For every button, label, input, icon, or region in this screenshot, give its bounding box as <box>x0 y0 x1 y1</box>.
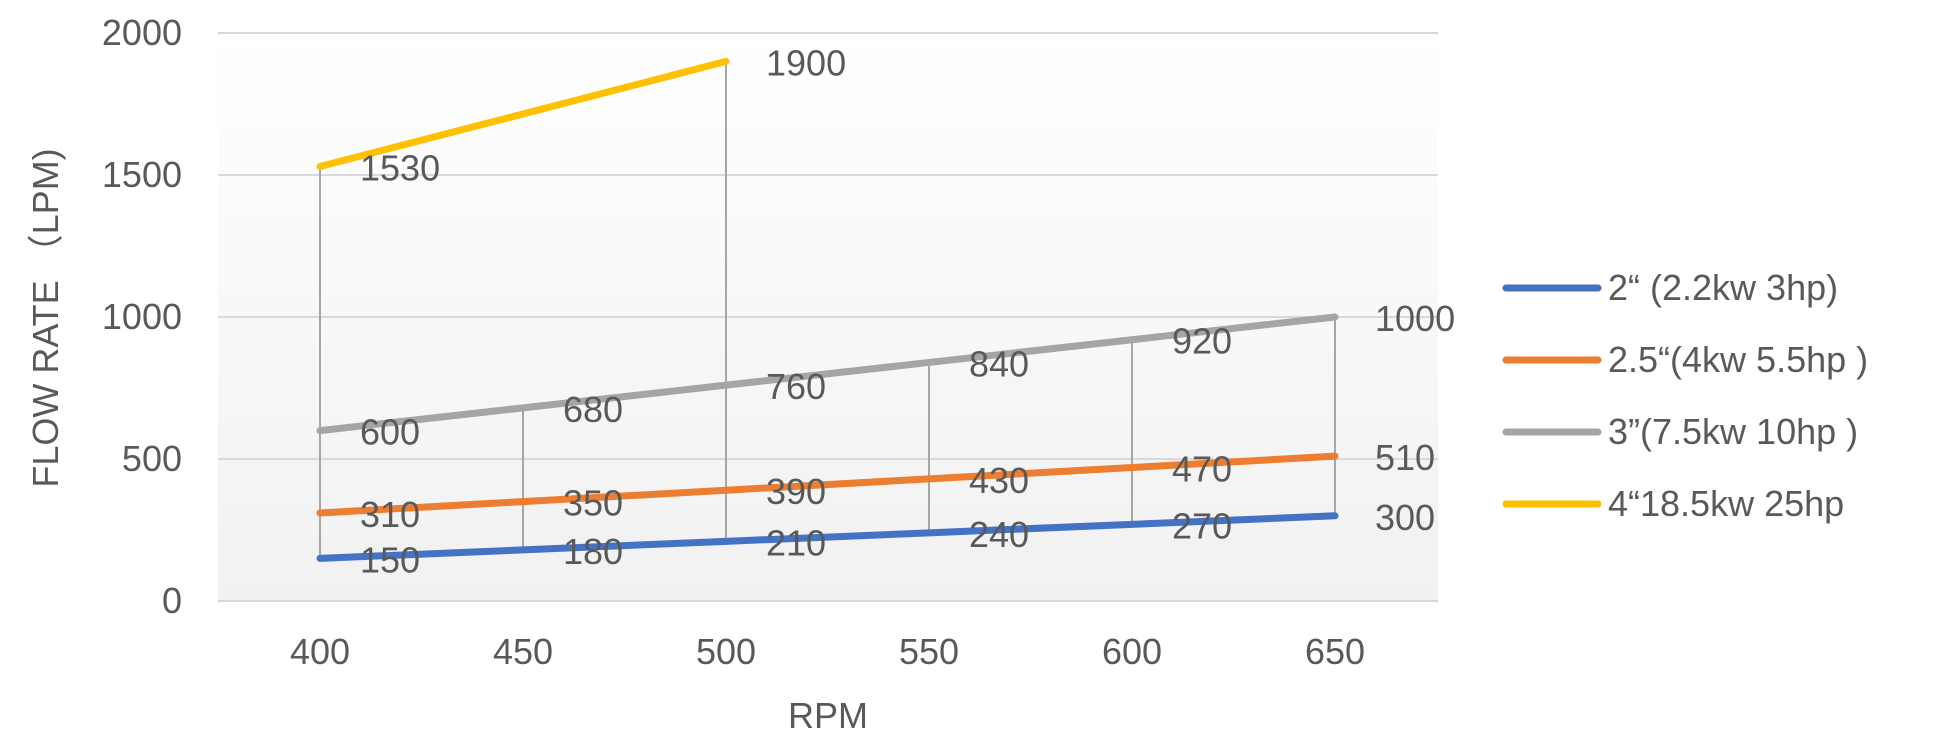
drop-lines <box>319 61 1336 559</box>
gridlines <box>218 32 1438 602</box>
data-label: 150 <box>360 539 420 580</box>
legend-label-3: 3”(7.5kw 10hp ) <box>1608 411 1858 452</box>
legend-label-1: 2“ (2.2kw 3hp) <box>1608 267 1838 308</box>
x-axis-ticks: 400 450 500 550 600 650 <box>290 631 1365 672</box>
legend: 2“ (2.2kw 3hp) 2.5“(4kw 5.5hp ) 3”(7.5kw 1… <box>1502 267 1868 524</box>
legend-label-2: 2.5“(4kw 5.5hp ) <box>1608 339 1868 380</box>
data-label: 300 <box>1375 497 1435 538</box>
x-tick-label: 500 <box>696 631 756 672</box>
series-line-2 <box>316 452 1339 517</box>
data-label: 600 <box>360 412 420 453</box>
data-label: 1530 <box>360 147 440 188</box>
y-tick-label: 500 <box>122 438 182 479</box>
data-label: 180 <box>563 531 623 572</box>
y-axis-title: FLOW RATE （LPM) <box>25 148 66 487</box>
series-line-1 <box>316 512 1339 562</box>
legend-label-4: 4“18.5kw 25hp <box>1608 483 1844 524</box>
x-tick-label: 450 <box>493 631 553 672</box>
series-line-3 <box>316 313 1339 435</box>
y-tick-label: 2000 <box>102 12 182 53</box>
series-line-4 <box>316 57 730 170</box>
data-label: 430 <box>969 460 1029 501</box>
x-tick-label: 400 <box>290 631 350 672</box>
x-tick-label: 600 <box>1102 631 1162 672</box>
data-label: 1900 <box>766 42 846 83</box>
data-label: 390 <box>766 471 826 512</box>
y-tick-label: 1000 <box>102 296 182 337</box>
y-tick-label: 0 <box>162 580 182 621</box>
x-tick-label: 650 <box>1305 631 1365 672</box>
data-label: 310 <box>360 494 420 535</box>
data-label: 470 <box>1172 449 1232 490</box>
y-axis-ticks: 0 500 1000 1500 2000 <box>102 12 182 621</box>
data-label: 920 <box>1172 321 1232 362</box>
data-labels: 150 180 210 240 270 300 310 350 390 430 470 510 600 6… <box>360 42 1455 580</box>
y-tick-label: 1500 <box>102 154 182 195</box>
data-label: 840 <box>969 343 1029 384</box>
x-tick-label: 550 <box>899 631 959 672</box>
x-axis-title: RPM <box>788 695 868 736</box>
data-label: 1000 <box>1375 298 1455 339</box>
data-label: 680 <box>563 389 623 430</box>
data-label: 760 <box>766 366 826 407</box>
data-label: 510 <box>1375 437 1435 478</box>
series-lines <box>316 57 1339 562</box>
data-label: 350 <box>563 483 623 524</box>
data-label: 240 <box>969 514 1029 555</box>
data-label: 210 <box>766 522 826 563</box>
data-label: 270 <box>1172 505 1232 546</box>
